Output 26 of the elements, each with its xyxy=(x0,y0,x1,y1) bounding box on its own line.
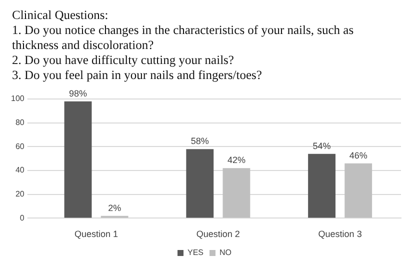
bar xyxy=(344,163,372,218)
bar xyxy=(222,168,250,218)
x-tick-label: Question 1 xyxy=(74,229,118,240)
chart-title: Clinical Questions: xyxy=(12,8,110,23)
text: 3. Do you feel pain in your nails and fingers/toes? xyxy=(12,68,263,83)
data-label: 46% xyxy=(349,150,368,160)
data-label: 58% xyxy=(190,136,209,146)
y-tick-label: 20 xyxy=(15,190,25,199)
data-label: 98% xyxy=(69,88,88,98)
y-tick-label: 40 xyxy=(15,166,25,175)
text: 2. Do you have difficulty cutting your nails? xyxy=(12,53,235,68)
x-tick-label: Question 2 xyxy=(196,229,240,240)
y-tick-label: 80 xyxy=(15,118,25,128)
data-label: 54% xyxy=(312,140,331,151)
bar xyxy=(186,149,214,218)
text: 1. Do you notice changes in the characteristics of your nails, such as thickness and discoloration? xyxy=(12,23,355,53)
y-tick-label: 60 xyxy=(15,142,25,151)
data-label: 42% xyxy=(227,155,246,166)
x-tick-label: Question 3 xyxy=(318,229,362,240)
legend-label: YES xyxy=(187,248,204,258)
y-tick-label: 0 xyxy=(20,213,25,222)
bar xyxy=(308,154,336,218)
bar xyxy=(64,101,92,218)
legend-label: NO xyxy=(220,248,232,258)
y-tick-label: 100 xyxy=(10,94,25,104)
data-label: 2% xyxy=(108,202,122,213)
